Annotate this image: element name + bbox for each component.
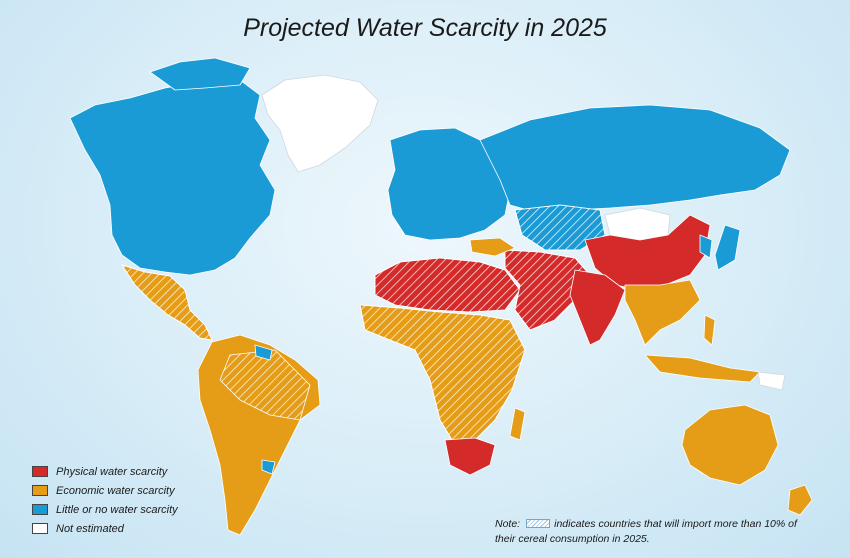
map-note: Note: indicates countries that will impor… — [495, 517, 815, 547]
map-title: Projected Water Scarcity in 2025 — [243, 14, 607, 42]
legend-label: Not estimated — [56, 522, 124, 535]
region-middle-east-hatch — [504, 249, 591, 331]
region-south-america-hatch — [219, 349, 311, 421]
note-prefix: Note: — [495, 518, 521, 530]
region-mongolia — [604, 207, 671, 241]
region-guyana — [254, 344, 273, 361]
region-japan — [714, 224, 741, 271]
legend-label: Little or no water scarcity — [56, 503, 178, 516]
legend-item-economic: Economic water scarcity — [32, 481, 178, 500]
region-turkey — [469, 237, 516, 257]
region-india — [569, 269, 626, 346]
swatch-little — [32, 504, 48, 515]
region-russia — [479, 104, 791, 213]
region-subsaharan-africa-hatch — [359, 304, 526, 446]
swatch-physical — [32, 466, 48, 477]
legend-label: Economic water scarcity — [56, 484, 175, 497]
region-philippines — [703, 314, 716, 346]
region-north-america — [69, 79, 276, 276]
region-north-africa-hatch — [374, 257, 521, 313]
region-arctic-islands — [149, 57, 251, 91]
swatch-not-estimated — [32, 523, 48, 534]
legend-label: Physical water scarcity — [56, 465, 168, 478]
region-australia — [681, 404, 779, 486]
legend: Physical water scarcity Economic water s… — [32, 462, 178, 538]
hatch-swatch-icon — [526, 519, 551, 528]
region-europe — [387, 127, 511, 241]
region-uruguay — [261, 459, 276, 475]
region-korea — [699, 234, 713, 259]
swatch-economic — [32, 485, 48, 496]
legend-item-physical: Physical water scarcity — [32, 462, 178, 481]
note-text: indicates countries that will import mor… — [495, 518, 797, 545]
region-indonesia — [644, 354, 761, 383]
region-greenland — [261, 74, 379, 173]
region-new-zealand — [787, 484, 813, 516]
legend-item-little: Little or no water scarcity — [32, 500, 178, 519]
legend-item-not-estimated: Not estimated — [32, 519, 178, 538]
region-south-africa — [444, 437, 496, 476]
region-southeast-asia — [624, 279, 701, 346]
region-mexico-hatch — [121, 264, 213, 341]
region-madagascar — [509, 407, 526, 441]
region-new-guinea — [757, 371, 786, 391]
